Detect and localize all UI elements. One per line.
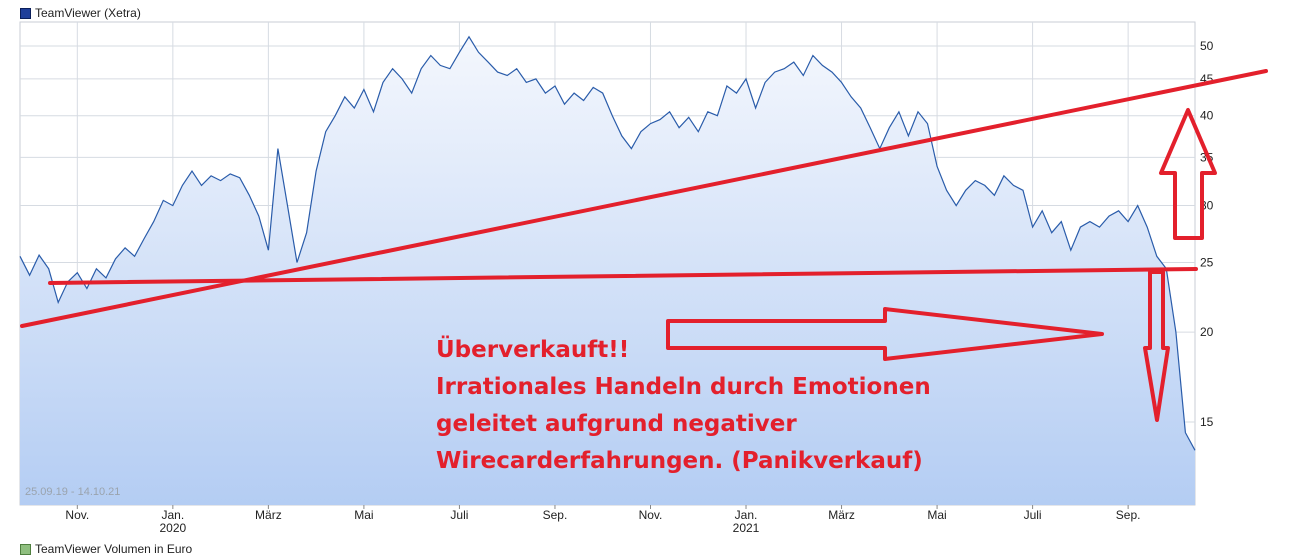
volume-legend-label: TeamViewer Volumen in Euro bbox=[35, 542, 193, 556]
legend: TeamViewer (Xetra) bbox=[20, 6, 141, 20]
x-tick-label: Juli bbox=[1024, 508, 1042, 522]
x-tick-label: Nov. bbox=[639, 508, 663, 522]
y-tick-label: 40 bbox=[1200, 109, 1214, 123]
legend-label: TeamViewer (Xetra) bbox=[35, 6, 141, 20]
x-tick-label: Mai bbox=[354, 508, 373, 522]
annotation-line-4: Wirecarderfahrungen. (Panikverkauf) bbox=[436, 448, 923, 474]
x-tick-year-label: 2021 bbox=[733, 521, 760, 535]
x-tick-label: Nov. bbox=[65, 508, 89, 522]
x-tick-label: Sep. bbox=[543, 508, 568, 522]
annotation-text: Überverkauft!! Irrationales Handeln durc… bbox=[436, 332, 931, 480]
y-tick-label: 15 bbox=[1200, 415, 1214, 429]
down-arrow bbox=[1143, 270, 1170, 422]
annotation-line-1: Überverkauft!! bbox=[436, 337, 630, 363]
legend-swatch bbox=[20, 7, 31, 19]
x-tick-label: März bbox=[255, 508, 282, 522]
x-tick-label: Sep. bbox=[1116, 508, 1141, 522]
x-tick-year-label: 2020 bbox=[159, 521, 186, 535]
y-tick-label: 50 bbox=[1200, 39, 1214, 53]
right-arrow bbox=[666, 307, 1104, 361]
y-tick-label: 20 bbox=[1200, 325, 1214, 339]
y-tick-label: 25 bbox=[1200, 255, 1214, 269]
volume-legend-swatch bbox=[20, 543, 31, 555]
annotation-line-2: Irrationales Handeln durch Emotionen bbox=[436, 374, 931, 400]
price-area bbox=[20, 36, 1195, 506]
x-tick-label: Mai bbox=[927, 508, 946, 522]
volume-legend: TeamViewer Volumen in Euro bbox=[20, 542, 192, 556]
annotation-line-3: geleitet aufgrund negativer bbox=[436, 411, 797, 437]
x-tick-label: Jan. bbox=[162, 508, 185, 522]
rising-trendline bbox=[20, 69, 1268, 328]
x-tick-label: Juli bbox=[450, 508, 468, 522]
x-tick-label: März bbox=[828, 508, 855, 522]
x-tick-label: Jan. bbox=[735, 508, 758, 522]
up-arrow bbox=[1159, 108, 1217, 240]
price-line bbox=[19, 35, 1196, 451]
date-range-label: 25.09.19 - 14.10.21 bbox=[25, 486, 121, 498]
support-line bbox=[48, 267, 1198, 285]
